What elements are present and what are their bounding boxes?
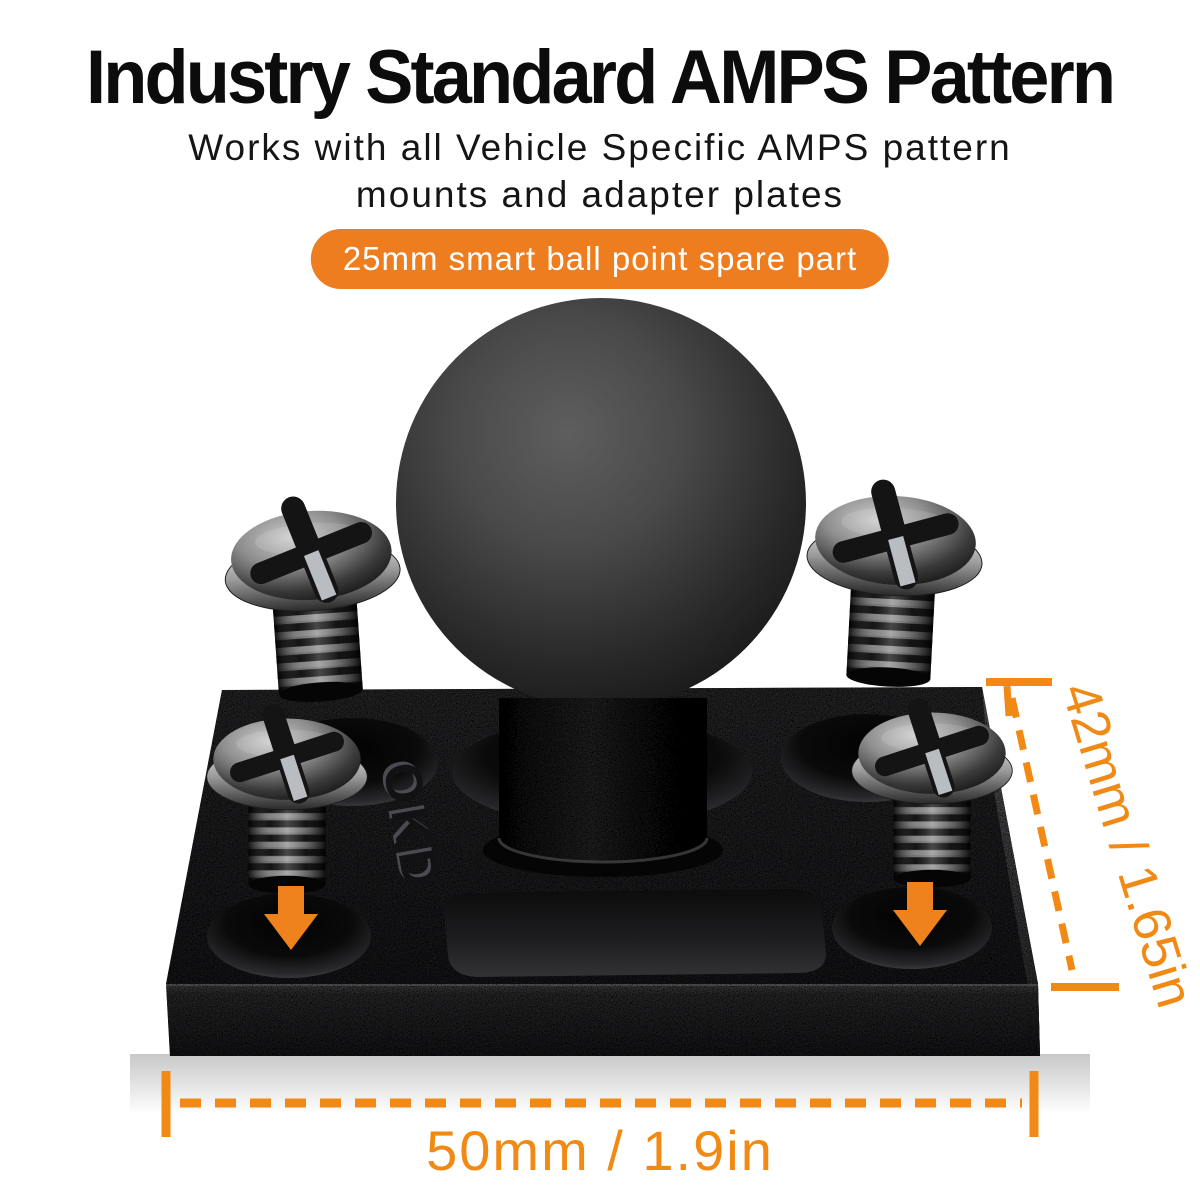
- subtitle-line-2: mounts and adapter plates: [355, 174, 845, 216]
- height-dimension-top-stub: [1003, 685, 1013, 717]
- floating-right-screw: [799, 455, 988, 692]
- ball-neck: [499, 698, 707, 862]
- width-dimension: [161, 1071, 1039, 1137]
- plate-front-face: [166, 984, 1040, 1056]
- height-dimension: [986, 678, 1119, 991]
- subtitle: Works with all Vehicle Specific AMPS pat…: [0, 124, 1200, 219]
- feature-badge-label: 25mm smart ball point spare part: [342, 240, 858, 277]
- page-title: Industry Standard AMPS Pattern: [0, 34, 1200, 121]
- height-dimension-dashed-line: [1008, 697, 1076, 971]
- page-title-text: Industry Standard AMPS Pattern: [86, 35, 1116, 120]
- subtitle-line-1: Works with all Vehicle Specific AMPS pat…: [188, 127, 1012, 168]
- floating-left-screw: [217, 469, 410, 709]
- feature-badge: 25mm smart ball point spare part: [310, 229, 890, 289]
- front-slot-recess: [444, 889, 827, 977]
- ball-25mm: [396, 298, 806, 708]
- width-dimension-label: 50mm / 1.9in: [426, 1119, 774, 1182]
- neck-base-rim: [497, 837, 709, 864]
